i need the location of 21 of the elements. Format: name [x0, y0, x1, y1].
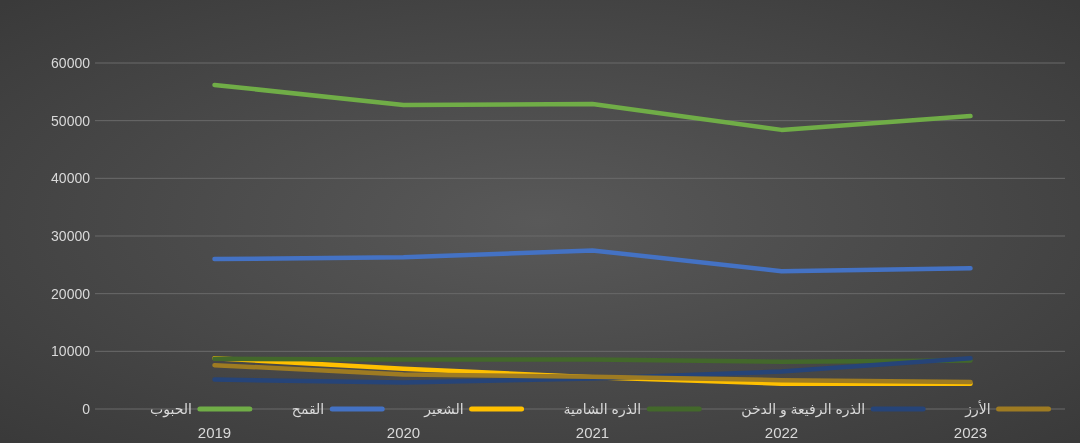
x-tick-label: 2020: [386, 424, 421, 441]
legend-label: الذره الرفيعة و الدخن: [741, 401, 866, 418]
y-tick-label: 40000: [51, 170, 91, 187]
legend-label: القمح: [291, 401, 325, 418]
x-tick-label: 2023: [953, 424, 988, 441]
legend-label: الحبوب: [150, 401, 192, 418]
y-tick-label: 20000: [51, 285, 91, 302]
x-tick-label: 2022: [764, 424, 799, 441]
y-tick-label: 60000: [51, 55, 91, 71]
y-tick-label: 10000: [51, 343, 91, 360]
line-series: [212, 82, 973, 133]
x-tick-label: 2021: [575, 424, 610, 441]
legend-label: الذره الشامية: [563, 401, 642, 418]
legend-label: الأرز: [964, 400, 991, 418]
y-tick-label: 50000: [51, 112, 91, 129]
x-tick-label: 2019: [197, 424, 232, 441]
y-tick-label: 30000: [51, 228, 91, 244]
y-tick-label: 0: [82, 401, 91, 417]
line-series: [212, 248, 973, 274]
legend-label: الشعير: [423, 401, 464, 418]
line-series: [212, 362, 973, 385]
